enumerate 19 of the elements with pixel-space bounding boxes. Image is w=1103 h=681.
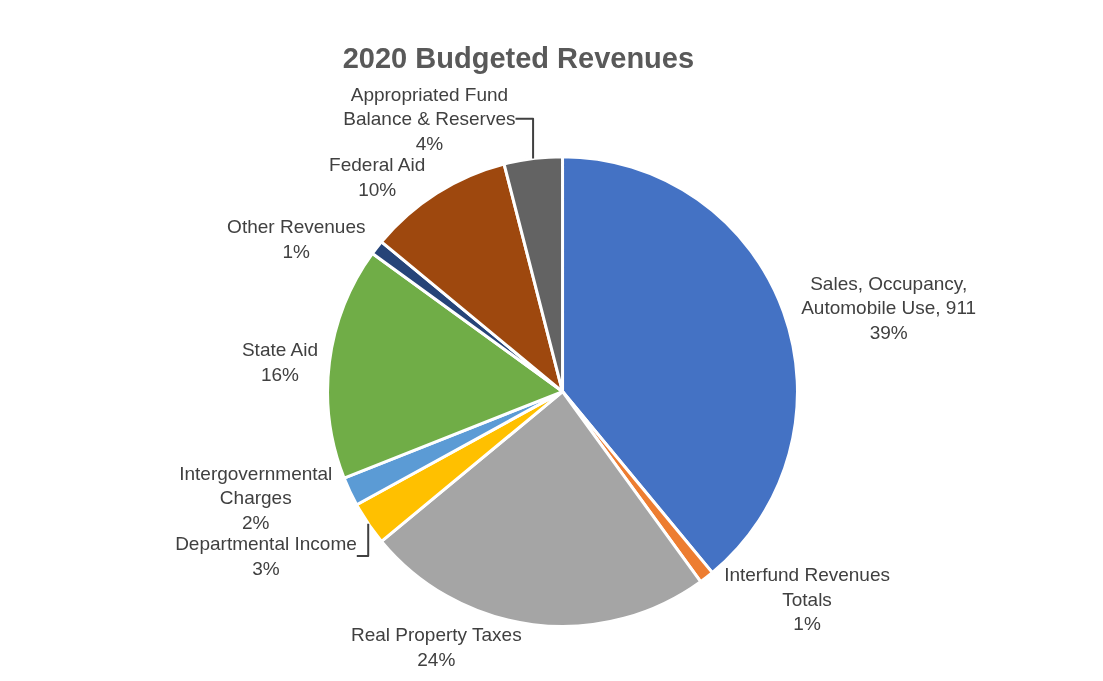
- data-label: 3%: [252, 557, 280, 579]
- slice-label: Departmental Income: [175, 533, 357, 555]
- data-label: 24%: [417, 649, 456, 671]
- data-label: 4%: [415, 133, 444, 155]
- slice-label: Intergovernmental Charges: [179, 462, 333, 509]
- slice-label: Real Property Taxes: [350, 624, 522, 646]
- data-label: 1%: [793, 613, 821, 635]
- data-label: 39%: [869, 322, 908, 344]
- slice-label: Appropriated Fund Balance & Reserves: [343, 83, 516, 130]
- slice-label: State Aid: [241, 338, 319, 360]
- slice-label: Sales, Occupancy, Automobile Use, 911: [801, 272, 977, 319]
- data-label: 1%: [282, 240, 311, 262]
- data-label: 10%: [358, 178, 397, 200]
- slice-label: Federal Aid: [329, 154, 426, 176]
- chart-title: 2020 Budgeted Revenues: [342, 41, 695, 74]
- data-label: 2%: [242, 512, 270, 534]
- slice-label: Interfund Revenues Totals: [724, 563, 890, 610]
- data-label: 16%: [260, 363, 300, 385]
- slice-label: Other Revenues: [227, 216, 366, 238]
